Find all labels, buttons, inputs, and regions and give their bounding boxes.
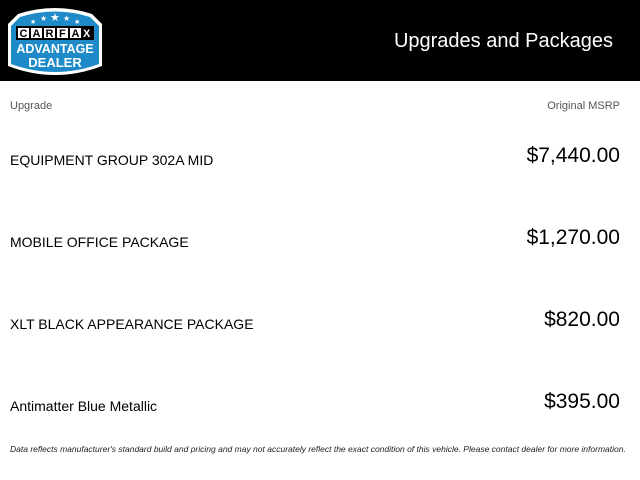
svg-text:X: X — [83, 28, 91, 40]
svg-text:A: A — [33, 28, 41, 40]
upgrade-price: $1,270.00 — [526, 226, 620, 249]
upgrade-row: EQUIPMENT GROUP 302A MID $7,440.00 — [10, 144, 620, 174]
upgrade-name: MOBILE OFFICE PACKAGE — [10, 234, 189, 250]
svg-text:DEALER: DEALER — [28, 55, 82, 70]
upgrade-name: Antimatter Blue Metallic — [10, 398, 158, 414]
svg-text:★: ★ — [74, 18, 80, 26]
svg-text:★: ★ — [63, 14, 70, 23]
msrp-column-header: Original MSRP — [547, 100, 620, 112]
upgrade-row: MOBILE OFFICE PACKAGE $1,270.00 — [10, 226, 620, 256]
svg-text:F: F — [59, 28, 66, 40]
upgrade-column-header: Upgrade — [10, 100, 53, 112]
disclaimer: Data reflects manufacturer's standard bu… — [10, 444, 626, 454]
svg-text:ADVANTAGE: ADVANTAGE — [16, 42, 93, 56]
svg-text:A: A — [72, 28, 80, 40]
svg-text:★: ★ — [50, 12, 60, 24]
upgrade-row: Antimatter Blue Metallic $395.00 — [10, 390, 620, 420]
upgrade-row: XLT BLACK APPEARANCE PACKAGE $820.00 — [10, 308, 620, 338]
page-title: Upgrades and Packages — [393, 30, 613, 52]
svg-text:R: R — [46, 28, 54, 40]
svg-text:★: ★ — [40, 14, 47, 23]
upgrade-name: XLT BLACK APPEARANCE PACKAGE — [10, 316, 254, 332]
svg-text:★: ★ — [30, 18, 36, 26]
upgrade-price: $7,440.00 — [526, 144, 620, 167]
svg-text:C: C — [20, 28, 28, 40]
upgrade-price: $395.00 — [544, 390, 620, 413]
upgrade-price: $820.00 — [544, 308, 620, 331]
upgrade-name: EQUIPMENT GROUP 302A MID — [10, 152, 214, 168]
